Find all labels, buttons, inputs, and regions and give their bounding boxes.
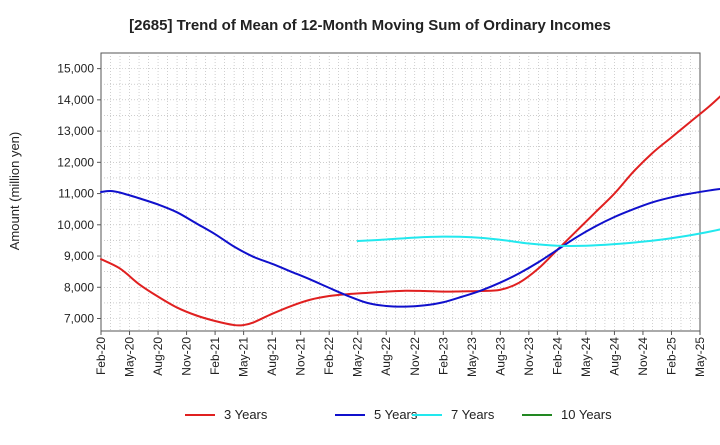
x-axis-ticks: Feb-20 May-20 Aug-20 Nov-20 Feb-21 May-21 Aug-… — [94, 331, 707, 377]
x-tick-label: Nov-24 — [636, 337, 650, 376]
legend-label-7-years: 7 Years — [451, 407, 495, 422]
x-tick-label: Aug-23 — [493, 337, 507, 376]
y-tick-label: 8,000 — [64, 280, 94, 294]
legend-label-5-years: 5 Years — [374, 407, 418, 422]
x-tick-label: Feb-24 — [550, 337, 564, 375]
series-line-7-years — [356, 228, 720, 247]
y-tick-label: 7,000 — [64, 312, 94, 326]
x-tick-label: Nov-23 — [522, 337, 536, 376]
x-tick-label: May-20 — [123, 337, 137, 377]
grid-lines — [101, 53, 700, 331]
y-tick-label: 10,000 — [57, 218, 94, 232]
x-tick-label: May-24 — [579, 337, 593, 377]
y-tick-label: 13,000 — [57, 124, 94, 138]
y-tick-label: 12,000 — [57, 155, 94, 169]
x-tick-label: Nov-22 — [408, 337, 422, 376]
x-tick-label: Aug-21 — [265, 337, 279, 376]
chart-title: [2685] Trend of Mean of 12-Month Moving … — [129, 17, 611, 34]
x-tick-label: Aug-24 — [607, 337, 621, 376]
x-tick-label: May-22 — [351, 337, 365, 377]
x-tick-label: Nov-20 — [180, 337, 194, 376]
plot-area — [100, 52, 701, 332]
x-tick-label: Feb-22 — [322, 337, 336, 375]
series-line-3-years — [100, 95, 720, 327]
y-tick-label: 11,000 — [58, 187, 94, 201]
plot-frame — [100, 52, 701, 332]
y-axis-ticks: 7,000 8,000 9,000 10,000 11,000 12,000 13,000 1… — [57, 62, 101, 326]
legend: 3 Years 5 Years 7 Years 10 Years — [185, 407, 612, 422]
series-lines — [100, 95, 720, 327]
y-tick-label: 15,000 — [57, 62, 94, 76]
x-tick-label: Aug-20 — [151, 337, 165, 376]
x-tick-label: Feb-20 — [94, 337, 108, 375]
y-tick-label: 14,000 — [57, 93, 94, 107]
x-tick-label: May-25 — [693, 337, 707, 377]
legend-label-3-years: 3 Years — [224, 407, 268, 422]
y-axis-label: Amount (million yen) — [7, 132, 22, 251]
legend-label-10-years: 10 Years — [561, 407, 612, 422]
y-tick-label: 9,000 — [64, 249, 94, 263]
x-tick-label: Nov-21 — [294, 337, 308, 376]
x-tick-label: May-23 — [465, 337, 479, 377]
x-tick-label: Feb-25 — [664, 337, 678, 375]
x-tick-label: May-21 — [237, 337, 251, 377]
x-tick-label: Feb-21 — [208, 337, 222, 375]
x-tick-label: Aug-22 — [379, 337, 393, 376]
x-tick-label: Feb-23 — [436, 337, 450, 375]
series-line-5-years — [100, 188, 720, 308]
